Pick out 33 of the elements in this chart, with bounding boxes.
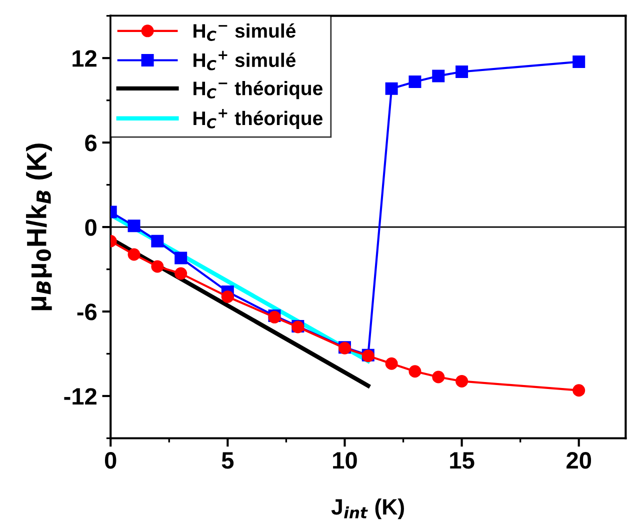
x-tick-label: 15 xyxy=(450,452,474,469)
x-tick-label: 10 xyxy=(333,452,357,469)
point xyxy=(572,384,586,397)
legend-label: H$_{C}$$^{+}$ théorique xyxy=(194,109,322,130)
y-tick-label: 12 xyxy=(72,50,96,67)
point xyxy=(128,220,140,232)
x-tick-label: 20 xyxy=(566,452,592,469)
point xyxy=(572,55,586,68)
point xyxy=(408,75,422,88)
point xyxy=(432,370,445,384)
x-tick-label: 5 xyxy=(222,452,234,469)
legend-label: H$_{C}$$^{−}$ théorique xyxy=(194,80,322,100)
point xyxy=(221,290,234,303)
point xyxy=(151,260,164,273)
x-tick-label: 0 xyxy=(104,452,116,469)
point xyxy=(174,267,188,280)
legend-label: H$_{C}$$^{−}$ simulé xyxy=(194,23,296,41)
point xyxy=(432,70,445,82)
y-axis-title: μ$_{B}$μ$_{0}$H/k$_{B}$ (K) xyxy=(26,144,52,310)
point xyxy=(385,82,398,95)
point xyxy=(174,252,188,264)
point xyxy=(385,357,398,370)
point xyxy=(408,365,422,378)
y-tick-label: 6 xyxy=(85,134,97,152)
point xyxy=(128,248,140,261)
point xyxy=(456,374,468,388)
x-axis-title: J$_{int}$ (K) xyxy=(331,498,404,520)
legend-label: H$_{C}$$^{+}$ simulé xyxy=(194,50,296,70)
y-tick-label: 0 xyxy=(85,219,96,236)
point xyxy=(456,65,468,78)
point xyxy=(151,234,164,248)
y-tick-label: -12 xyxy=(64,388,96,405)
y-tick-label: -6 xyxy=(77,304,97,320)
